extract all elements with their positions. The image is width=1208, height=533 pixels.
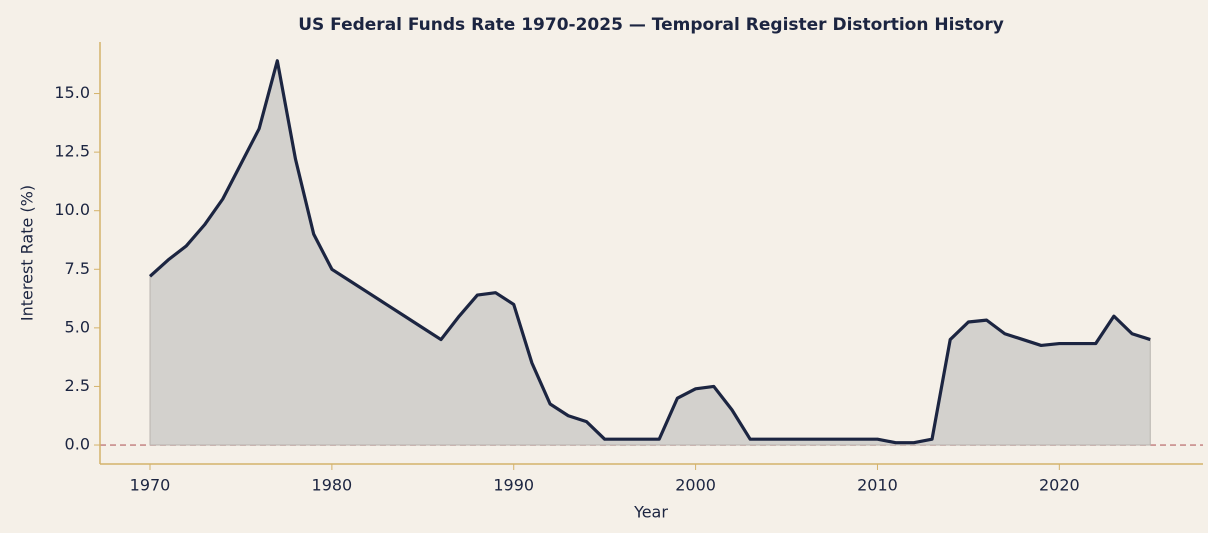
y-tick-label: 7.5 [65, 259, 90, 278]
x-tick-label: 2010 [857, 476, 898, 495]
x-tick-label: 1990 [493, 476, 534, 495]
y-tick-label: 5.0 [65, 317, 90, 336]
x-tick-label: 1980 [312, 476, 353, 495]
y-tick-label: 10.0 [54, 200, 90, 219]
y-tick-label: 2.5 [65, 376, 90, 395]
x-tick-label: 2000 [675, 476, 716, 495]
y-tick-label: 15.0 [54, 83, 90, 102]
y-axis-label: Interest Rate (%) [18, 185, 37, 321]
y-tick-label: 12.5 [54, 142, 90, 161]
x-tick-label: 1970 [130, 476, 171, 495]
x-tick-label: 2020 [1039, 476, 1080, 495]
y-tick-label: 0.0 [65, 435, 90, 454]
x-axis-label: Year [633, 503, 668, 522]
line [148, 59, 1151, 445]
chart-title: US Federal Funds Rate 1970-2025 — Tempor… [298, 15, 1004, 35]
